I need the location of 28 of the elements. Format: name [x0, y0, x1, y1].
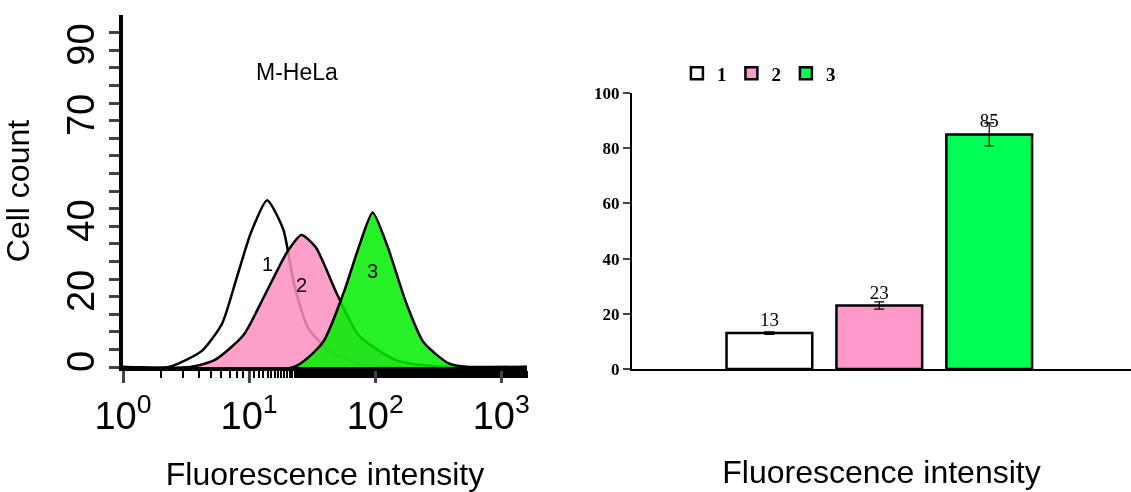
- x-tick-label: 10$^{0}$: [94, 388, 152, 437]
- y-axis-title: Cell count: [0, 119, 36, 263]
- legend-label: 3: [825, 63, 836, 85]
- x-tick-label: 10$^{2}$: [346, 388, 404, 437]
- x-axis-title: Fluorescence intensity: [722, 453, 1041, 490]
- series-label: 2: [296, 274, 308, 296]
- y-tick-label: 60: [602, 194, 620, 214]
- x-axis-title: Fluorescence intensity: [165, 456, 485, 492]
- data-label: 23: [869, 281, 889, 303]
- y-tick-label: 90: [59, 23, 102, 66]
- y-tick-label: 40: [59, 199, 102, 242]
- y-tick-label: 70: [59, 93, 102, 137]
- y-tick-label: 40: [602, 249, 620, 269]
- y-tick-label: 20: [602, 304, 620, 324]
- y-tick-label: 0: [611, 359, 620, 379]
- y-tick-label: 80: [602, 139, 620, 159]
- x-tick-label: 10$^{1}$: [220, 388, 278, 437]
- data-label: 13: [759, 309, 779, 331]
- y-tick-label: 20: [59, 269, 102, 313]
- data-label: 85: [979, 110, 999, 132]
- y-tick-label: 0: [59, 350, 102, 372]
- y-tick-label: 100: [594, 83, 620, 103]
- text: M-HeLa: [256, 59, 339, 85]
- legend-label: 1: [716, 63, 727, 85]
- legend-label: 2: [771, 63, 781, 85]
- series-label: 1: [262, 253, 274, 275]
- series-label: 3: [367, 260, 379, 282]
- x-tick-label: 10$^{3}$: [472, 388, 530, 437]
